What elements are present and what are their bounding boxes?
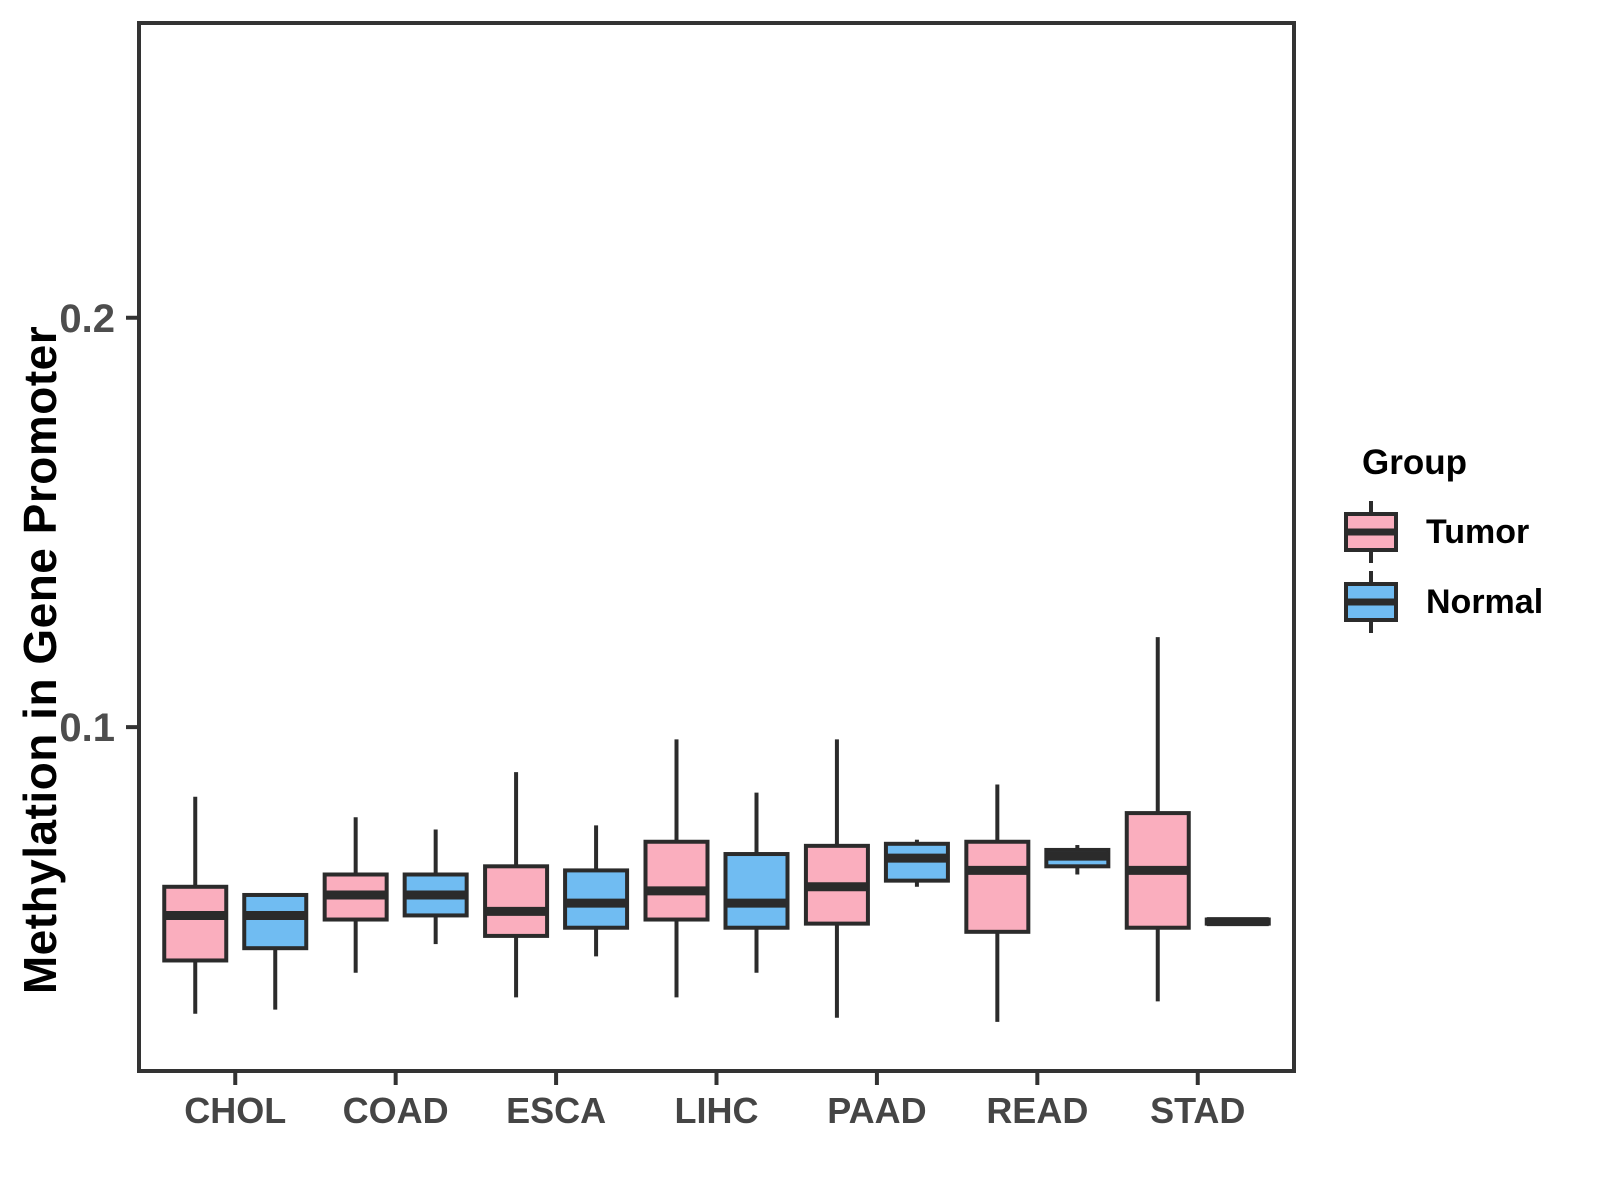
x-tick-label-PAAD: PAAD bbox=[827, 1090, 926, 1131]
legend: Group Tumor Normal bbox=[1342, 443, 1543, 637]
plot-panel-border bbox=[137, 21, 1296, 1073]
legend-label-tumor: Tumor bbox=[1426, 512, 1530, 551]
tumor-boxplot-key-icon bbox=[1344, 501, 1398, 563]
y-tick-label: 0.1 bbox=[59, 706, 115, 750]
box-LIHC-Normal bbox=[723, 852, 790, 930]
y-tick-label: 0.2 bbox=[59, 297, 115, 341]
x-tick-label-READ: READ bbox=[986, 1090, 1088, 1131]
box-READ-Tumor bbox=[964, 839, 1031, 934]
normal-boxplot-key-icon bbox=[1344, 571, 1398, 633]
x-tick-label-COAD: COAD bbox=[343, 1090, 449, 1131]
x-tick-label-LIHC: LIHC bbox=[675, 1090, 759, 1131]
box-CHOL-Tumor bbox=[162, 884, 229, 963]
x-tick-label-STAD: STAD bbox=[1150, 1090, 1245, 1131]
legend-label-normal: Normal bbox=[1426, 582, 1544, 621]
y-axis-title: Methylation in Gene Promoter bbox=[14, 325, 66, 995]
box-CHOL-Normal bbox=[242, 892, 309, 951]
legend-item-tumor: Tumor bbox=[1342, 499, 1543, 565]
x-tick-label-ESCA: ESCA bbox=[506, 1090, 606, 1131]
legend-item-normal: Normal bbox=[1342, 569, 1543, 635]
legend-title: Group bbox=[1362, 443, 1467, 482]
box-ESCA-Tumor bbox=[483, 864, 550, 938]
x-tick-label-CHOL: CHOL bbox=[184, 1090, 286, 1131]
box-LIHC-Tumor bbox=[643, 839, 710, 922]
